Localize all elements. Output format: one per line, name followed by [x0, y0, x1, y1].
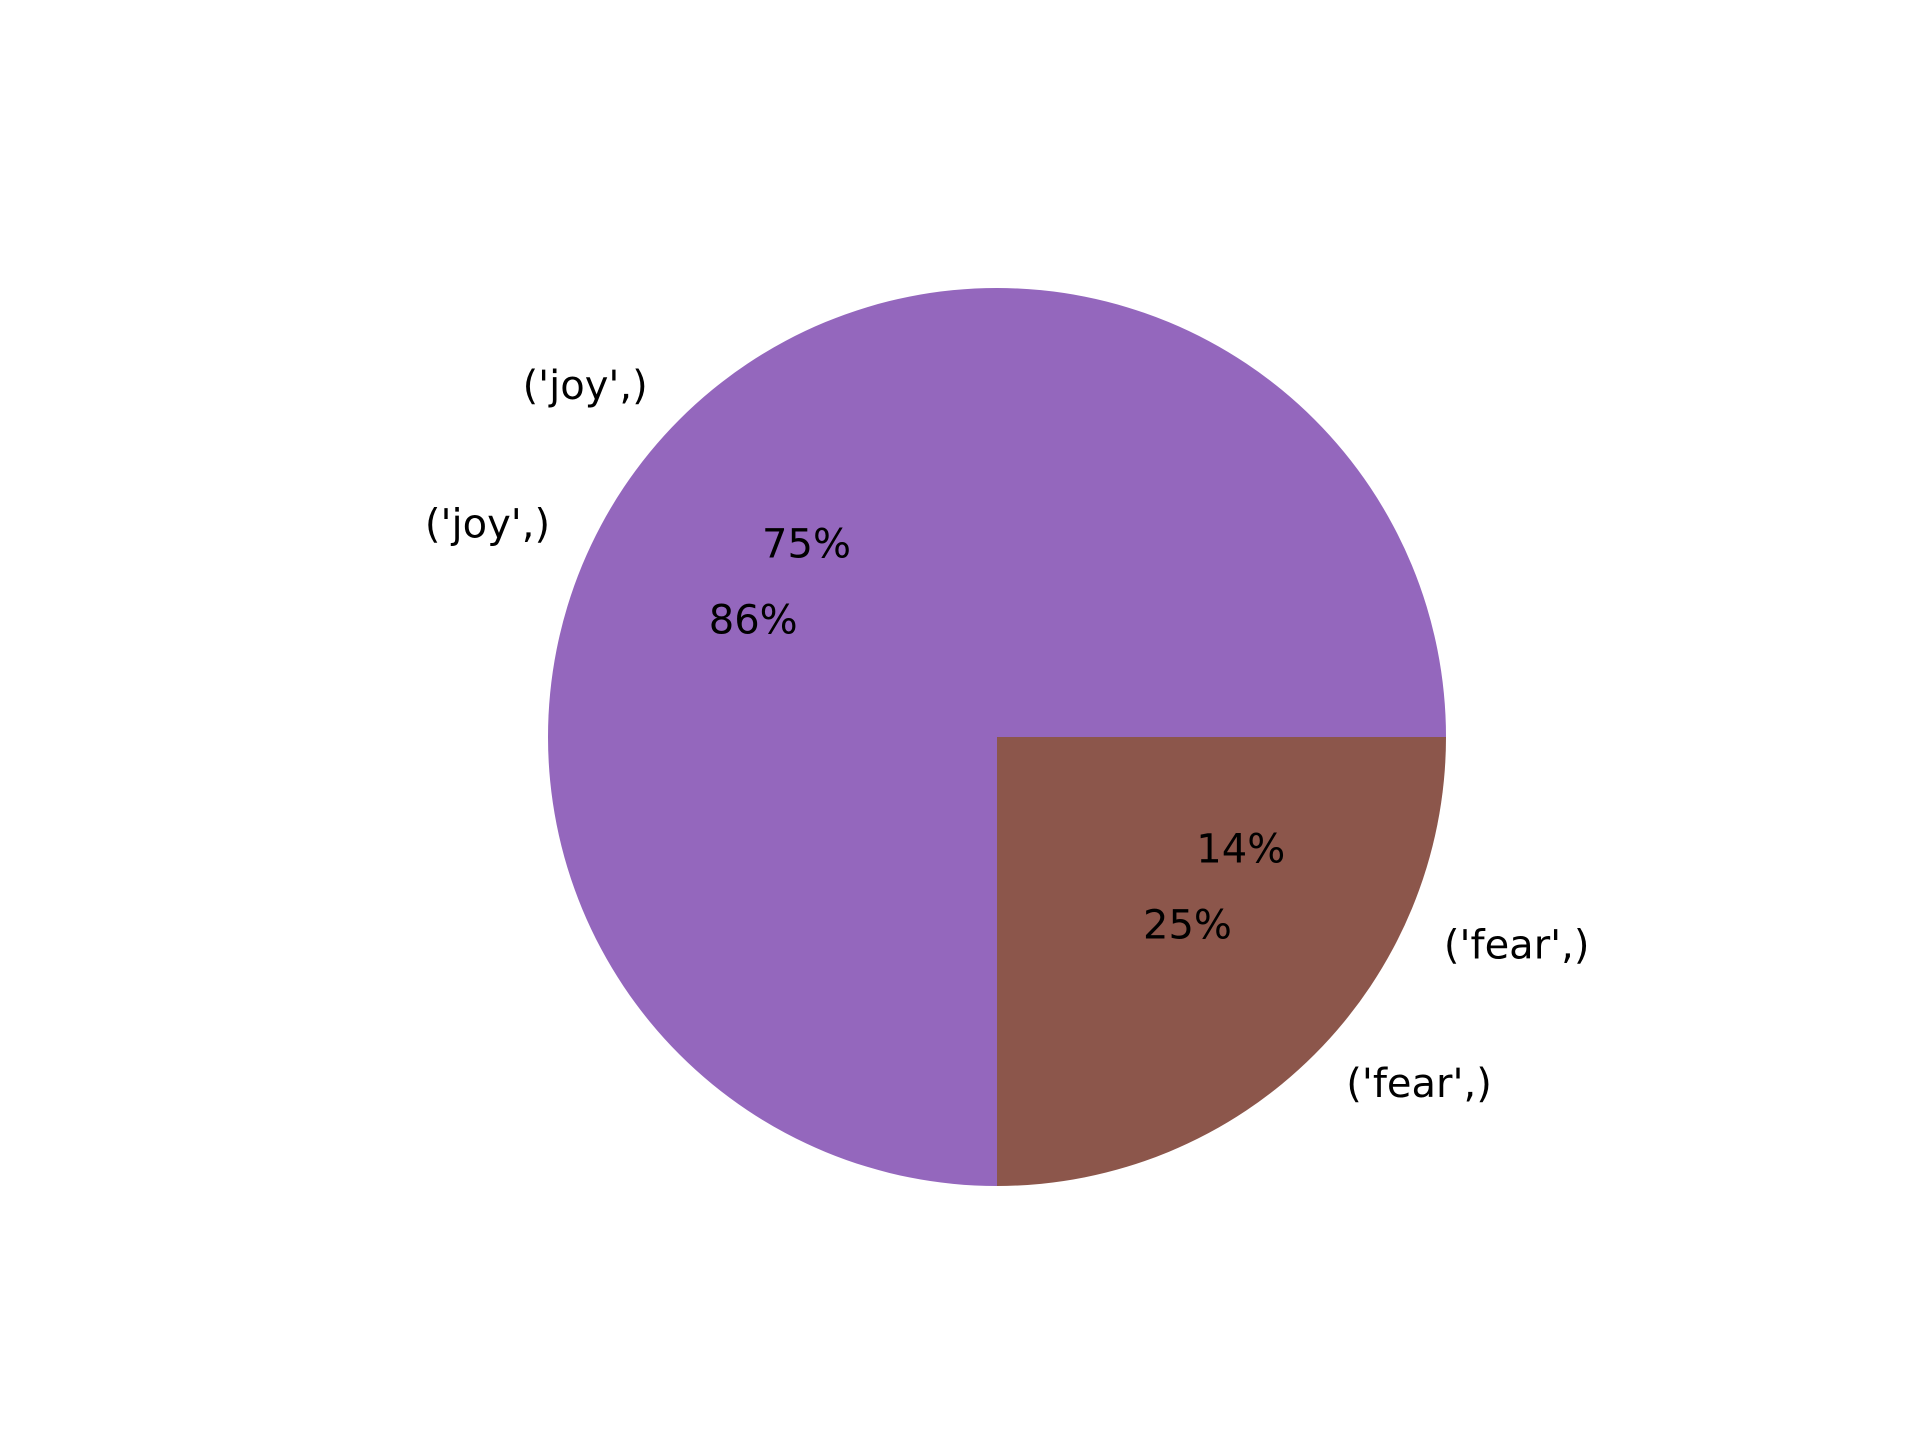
slice-percent-label: 75% [762, 522, 851, 568]
slice-category-label: ('joy',) [425, 502, 550, 548]
slice-percent-label: 86% [709, 597, 798, 643]
pie-slice-fear [997, 737, 1446, 1186]
pie-labels: 75% ('joy',) 25% ('fear',) 86% ('joy',) 14% ('f… [425, 363, 1590, 1107]
slice-category-label: ('fear',) [1444, 922, 1590, 968]
slice-percent-label: 14% [1196, 827, 1285, 873]
slice-percent-label: 25% [1143, 902, 1232, 948]
pie-slices [548, 288, 1446, 1186]
slice-category-label: ('joy',) [523, 363, 648, 409]
slice-category-label: ('fear',) [1346, 1061, 1492, 1107]
